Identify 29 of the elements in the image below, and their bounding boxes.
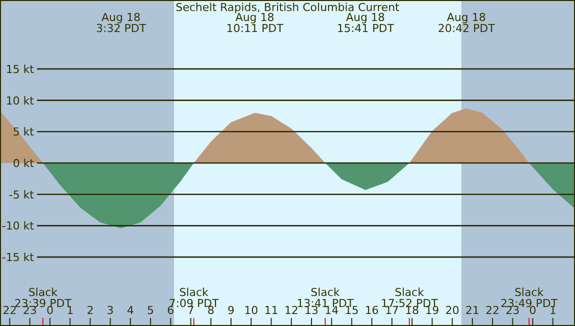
x-tick-label: 12: [284, 304, 298, 317]
x-tick-label: 21: [465, 304, 480, 317]
annotation: Aug 18 3:32 PDT: [96, 11, 146, 35]
x-tick-label: 22: [2, 304, 17, 317]
y-tick-label: -5 kt: [8, 188, 35, 202]
y-tick-label: 0 kt: [12, 157, 35, 170]
chart-title: Sechelt Rapids, British Columbia Current: [176, 1, 400, 14]
annotation: Aug 18 20:42 PDT: [438, 11, 496, 35]
y-tick-label: 15 kt: [6, 62, 35, 76]
x-tick-label: 3: [106, 304, 114, 317]
x-tick-label: 0: [46, 304, 54, 317]
x-tick-label: 11: [264, 304, 278, 317]
x-tick-label: 10: [244, 304, 258, 317]
x-tick-label: 1: [66, 304, 74, 317]
x-tick-label: 22: [486, 304, 500, 317]
x-tick-label: 20: [445, 304, 460, 317]
x-tick-label: 9: [228, 304, 235, 317]
x-tick-label: 14: [324, 304, 339, 317]
y-tick-label: -10 kt: [2, 220, 35, 233]
y-tick-label: -15 kt: [2, 251, 35, 264]
annotation: Aug 18 15:41 PDT: [336, 11, 394, 35]
x-tick-label: 16: [364, 304, 379, 317]
x-tick-label: 5: [147, 304, 154, 317]
x-tick-label: 4: [126, 304, 134, 317]
x-tick-label: 2: [86, 304, 94, 317]
x-tick-label: 6: [167, 304, 174, 317]
y-tick-label: 10 kt: [6, 94, 35, 108]
x-tick-label: 18: [405, 304, 420, 317]
y-tick-label: 5 kt: [12, 126, 35, 139]
